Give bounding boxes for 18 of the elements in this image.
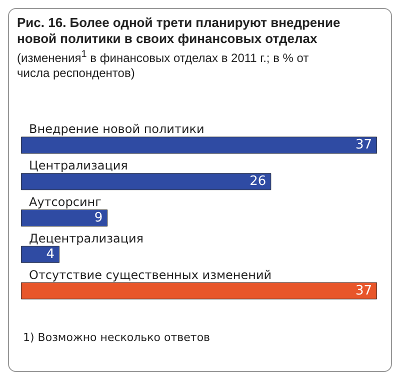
bar — [21, 282, 377, 300]
data-label: 37 — [355, 138, 372, 153]
y-tick-label: Децентрализация — [29, 231, 144, 246]
bar — [21, 173, 272, 190]
chart-title: Рис. 16. Более одной трети планируют внедрение новой политики в своих финансовых отделах — [17, 15, 342, 47]
data-label: 26 — [250, 174, 266, 190]
chart-subtitle: (изменения$^{1}$ в финансовых отделах в 2011 г.; в % от числа респондентов) — [17, 48, 310, 81]
data-label: 9 — [94, 210, 103, 226]
text: 1) Возможно несколько ответов — [23, 331, 210, 344]
bar — [21, 210, 108, 226]
data-label: 37 — [355, 283, 372, 298]
y-tick-label: Внедрение новой политики — [29, 122, 204, 136]
bar — [21, 246, 60, 263]
data-label: 4 — [46, 246, 54, 262]
y-tick-label: Централизация — [29, 158, 128, 173]
y-tick-label: Отсутствие существенных изменений — [29, 268, 272, 282]
y-tick-label: Аутсорсинг — [29, 195, 102, 209]
bar — [21, 136, 377, 154]
